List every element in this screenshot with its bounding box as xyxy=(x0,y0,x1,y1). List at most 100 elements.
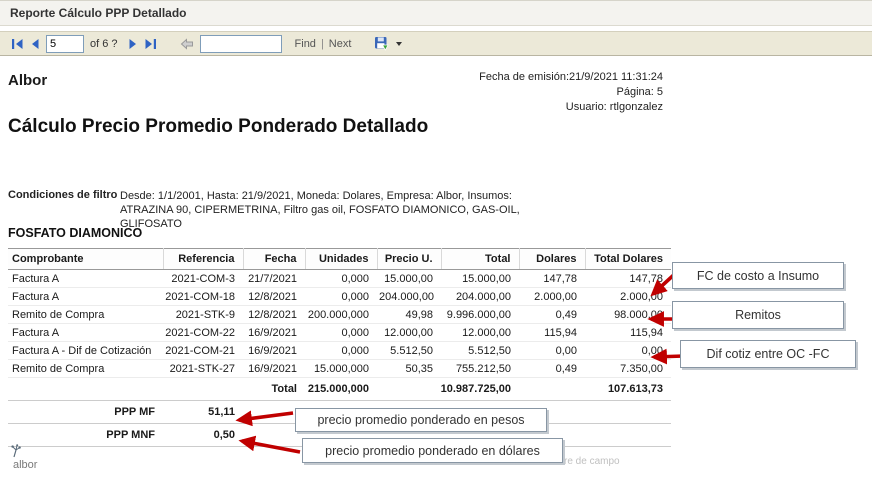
report-title: Cálculo Precio Promedio Ponderado Detall… xyxy=(8,116,429,137)
callout-dif-cotiz: Dif cotiz entre OC -FC xyxy=(680,340,856,368)
filter-conditions-label: Condiciones de filtro xyxy=(8,189,118,201)
callout-text: precio promedio ponderado en pesos xyxy=(317,413,525,427)
export-dropdown-caret[interactable] xyxy=(396,41,403,46)
column-header: Referencia xyxy=(163,248,244,270)
total-unidades: 215.000,000 xyxy=(305,377,377,401)
ppp-mnf-label: PPP MNF xyxy=(8,423,163,447)
parent-report-button[interactable] xyxy=(178,35,196,53)
table-cell: Factura A xyxy=(8,269,163,288)
table-cell: 147,78 xyxy=(519,269,585,288)
table-cell: 15.000,000 xyxy=(305,359,377,378)
table-cell xyxy=(8,377,163,401)
table-cell: 0,00 xyxy=(519,341,585,360)
table-cell: 98.000,00 xyxy=(585,305,671,324)
table-cell: 2021-STK-27 xyxy=(163,359,243,378)
table-row: Factura A 2021-COM-18 12/8/2021 0,000 204.00… xyxy=(8,287,671,306)
column-header: Precio U. xyxy=(377,248,442,270)
first-page-button[interactable] xyxy=(8,35,26,53)
table-cell: 2.000,00 xyxy=(585,287,671,306)
table-cell: 2021-COM-21 xyxy=(163,341,243,360)
ppp-mnf-value: 0,50 xyxy=(163,423,243,447)
table-cell: 21/7/2021 xyxy=(243,269,305,288)
find-link[interactable]: Find xyxy=(294,37,316,50)
callout-fc-costo: FC de costo a Insumo xyxy=(672,262,844,289)
table-cell: 9.996.000,00 xyxy=(441,305,519,324)
back-arrow-icon xyxy=(180,37,193,50)
callout-ppp-pesos: precio promedio ponderado en pesos xyxy=(295,408,547,432)
table-cell: Factura A xyxy=(8,287,163,306)
table-cell: 0,000 xyxy=(305,323,377,342)
ppp-mf-value: 51,11 xyxy=(163,400,243,424)
callout-ppp-dolares: precio promedio ponderado en dólares xyxy=(302,438,563,463)
column-header: Unidades xyxy=(305,248,378,270)
column-header: Total Dolares xyxy=(585,248,671,270)
table-cell: Remito de Compra xyxy=(8,305,163,324)
next-link[interactable]: Next xyxy=(328,37,352,50)
next-page-icon xyxy=(129,38,136,49)
table-cell: 755.212,50 xyxy=(441,359,519,378)
table-cell: 2021-STK-9 xyxy=(163,305,243,324)
table-cell: 16/9/2021 xyxy=(243,359,305,378)
page-label: Página: 5 xyxy=(616,86,663,98)
report-meta: Fecha de emisión:21/9/2021 11:31:24 Pági… xyxy=(479,70,663,115)
table-cell xyxy=(519,377,585,401)
total-dolares: 107.613,73 xyxy=(585,377,671,401)
callout-text: Dif cotiz entre OC -FC xyxy=(706,347,830,361)
user-label: Usuario: rtlgonzalez xyxy=(565,101,663,113)
page-count-label: of 6 ? xyxy=(90,37,118,50)
previous-page-button[interactable] xyxy=(26,35,44,53)
table-row: Factura A 2021-COM-3 21/7/2021 0,000 15.000,… xyxy=(8,269,671,288)
table-cell: 0,49 xyxy=(519,359,585,378)
table-row: Remito de Compra 2021-STK-27 16/9/2021 15.0… xyxy=(8,359,671,378)
table-row: Factura A 2021-COM-22 16/9/2021 0,000 12.000… xyxy=(8,323,671,342)
albor-logo-text: albor xyxy=(13,459,38,471)
albor-logo-icon xyxy=(11,444,21,458)
ppp-mf-label: PPP MF xyxy=(8,400,163,424)
footer-watermark: re de campo xyxy=(564,456,620,467)
column-header: Fecha xyxy=(243,248,306,270)
table-cell: 0,000 xyxy=(305,341,377,360)
table-cell: 204.000,00 xyxy=(441,287,519,306)
table-cell: 15.000,00 xyxy=(377,269,441,288)
table-cell: Factura A xyxy=(8,323,163,342)
total-label: Total xyxy=(163,377,305,401)
last-page-icon xyxy=(145,38,157,49)
column-header: Total xyxy=(441,248,520,270)
last-page-button[interactable] xyxy=(142,35,160,53)
table-cell: 5.512,50 xyxy=(377,341,441,360)
next-page-button[interactable] xyxy=(124,35,142,53)
table-cell: Remito de Compra xyxy=(8,359,163,378)
table-cell: 2021-COM-3 xyxy=(163,269,243,288)
table-cell: 7.350,00 xyxy=(585,359,671,378)
table-cell: 0,000 xyxy=(305,287,377,306)
total-row: Total 215.000,000 10.987.725,00 107.613,… xyxy=(8,377,671,401)
table-cell: 16/9/2021 xyxy=(243,323,305,342)
table-cell: 12/8/2021 xyxy=(243,305,305,324)
table-cell: 204.000,00 xyxy=(377,287,441,306)
table-cell: 115,94 xyxy=(585,323,671,342)
footer-logo: albor xyxy=(8,444,38,471)
table-cell: 12/8/2021 xyxy=(243,287,305,306)
column-header: Dolares xyxy=(519,248,586,270)
table-cell: 0,000 xyxy=(305,269,377,288)
table-cell: 50,35 xyxy=(377,359,441,378)
first-page-icon xyxy=(11,38,22,49)
current-page-input[interactable] xyxy=(46,34,84,53)
search-input[interactable] xyxy=(199,34,282,53)
table-cell: 2.000,00 xyxy=(519,287,585,306)
window-title: Reporte Cálculo PPP Detallado xyxy=(0,0,872,26)
column-header: Comprobante xyxy=(8,248,164,270)
callout-text: FC de costo a Insumo xyxy=(696,268,820,283)
table-cell: 0,00 xyxy=(585,341,671,360)
table-header-row: Comprobante Referencia Fecha Unidades Precio… xyxy=(8,248,671,270)
table-body: Factura A 2021-COM-3 21/7/2021 0,000 15.000,… xyxy=(8,269,671,378)
company-name: Albor xyxy=(8,72,48,89)
table-cell: 2021-COM-18 xyxy=(163,287,243,306)
export-button[interactable] xyxy=(370,35,392,53)
table-cell: 200.000,000 xyxy=(305,305,377,324)
table-cell: 2021-COM-22 xyxy=(163,323,243,342)
table-cell: 15.000,00 xyxy=(441,269,519,288)
table-row: Factura A - Dif de Cotización 2021-COM-21… xyxy=(8,341,671,360)
table-cell: Factura A - Dif de Cotización xyxy=(8,341,163,360)
